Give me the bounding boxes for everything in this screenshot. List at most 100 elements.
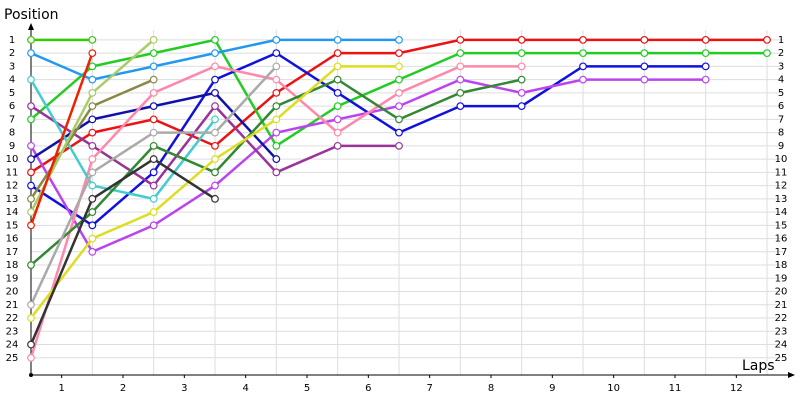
y-tick-label-right: 25 [775,353,788,364]
series-point [395,141,403,150]
y-tick-label-right: 2 [778,48,784,59]
y-tick-label-right: 13 [775,194,788,205]
series-point [395,102,403,111]
series-point [763,49,771,58]
y-tick-label: 13 [6,194,19,205]
series-point [272,35,281,44]
y-tick-label-right: 17 [775,247,788,258]
series-point [27,340,35,349]
series-point [88,208,97,216]
series-point [27,168,35,177]
y-tick-label: 5 [9,88,15,99]
y-tick-label: 22 [6,313,19,324]
series-point [456,62,465,71]
series-point [640,75,649,84]
series-point [272,49,281,58]
series-point [640,49,649,58]
series-point [211,181,219,190]
series-point [763,35,771,44]
x-tick-label: 1 [58,383,64,394]
series-point [211,88,219,97]
series-point [149,75,158,84]
series-point [579,35,587,44]
series-point [272,128,281,137]
y-tick-label-right: 23 [775,326,788,337]
y-tick-label: 3 [9,61,15,72]
series-point [579,49,587,58]
y-tick-label: 9 [9,141,15,152]
series-point [272,168,281,177]
series-point [27,155,35,163]
series-point [149,128,158,137]
series-point [333,75,342,84]
y-tick-label: 23 [6,326,19,337]
series-point [88,155,97,163]
series-point [149,194,158,203]
series-point [149,155,158,163]
series-point [88,35,97,44]
x-tick-label: 8 [488,383,494,394]
y-tick-label: 15 [6,220,19,231]
y-tick-label: 4 [9,75,15,86]
y-tick-label: 11 [6,167,19,178]
series-line [29,157,216,346]
series-point [272,155,281,163]
series-point [456,49,465,58]
series-point [333,141,342,150]
y-tick-label-right: 14 [775,207,788,218]
series-point [395,88,403,97]
series-point [88,194,97,203]
series-point [88,141,97,150]
series-point [579,75,587,84]
series-point [517,49,526,58]
series-point [333,88,342,97]
series-point [211,141,219,150]
y-tick-label: 19 [6,273,19,284]
y-tick-label-right: 19 [775,273,788,284]
series-point [149,221,158,230]
y-tick-label: 6 [9,101,15,112]
series-point [701,35,710,44]
series-point [701,75,710,84]
y-axis-label: Position [4,7,59,23]
series-point [88,49,97,58]
series-point [395,35,403,44]
series-point [149,102,158,111]
y-tick-label-right: 18 [775,260,788,271]
y-tick-label: 20 [6,287,19,298]
series-point [27,49,35,58]
y-tick-label-right: 24 [775,340,788,351]
y-tick-label-right: 4 [778,75,784,86]
series-point [27,314,35,322]
series-point [579,62,587,71]
series-point [27,102,35,111]
series-point [88,128,97,137]
x-tick-label: 3 [181,383,187,394]
series-point [149,35,158,44]
series-point [27,300,35,309]
x-tick-label: 10 [607,383,620,394]
y-tick-label-right: 6 [778,101,784,112]
series-point [149,62,158,71]
series-point [211,168,219,177]
y-tick-label-right: 12 [775,181,788,192]
series-point [211,155,219,163]
series-point [517,102,526,111]
y-tick-label: 7 [9,114,15,125]
y-tick-label: 8 [9,128,15,139]
series-point [211,102,219,111]
x-tick-label: 7 [426,383,432,394]
series-point [27,208,35,216]
series-point [88,102,97,111]
series-point [456,88,465,97]
y-tick-label: 18 [6,260,19,271]
y-tick-label-right: 8 [778,128,784,139]
series-point [333,62,342,71]
series-point [272,102,281,111]
series-point [333,102,342,111]
y-tick-label: 10 [6,154,19,165]
series-point [333,49,342,58]
y-tick-label: 2 [9,48,15,59]
series-point [272,75,281,84]
